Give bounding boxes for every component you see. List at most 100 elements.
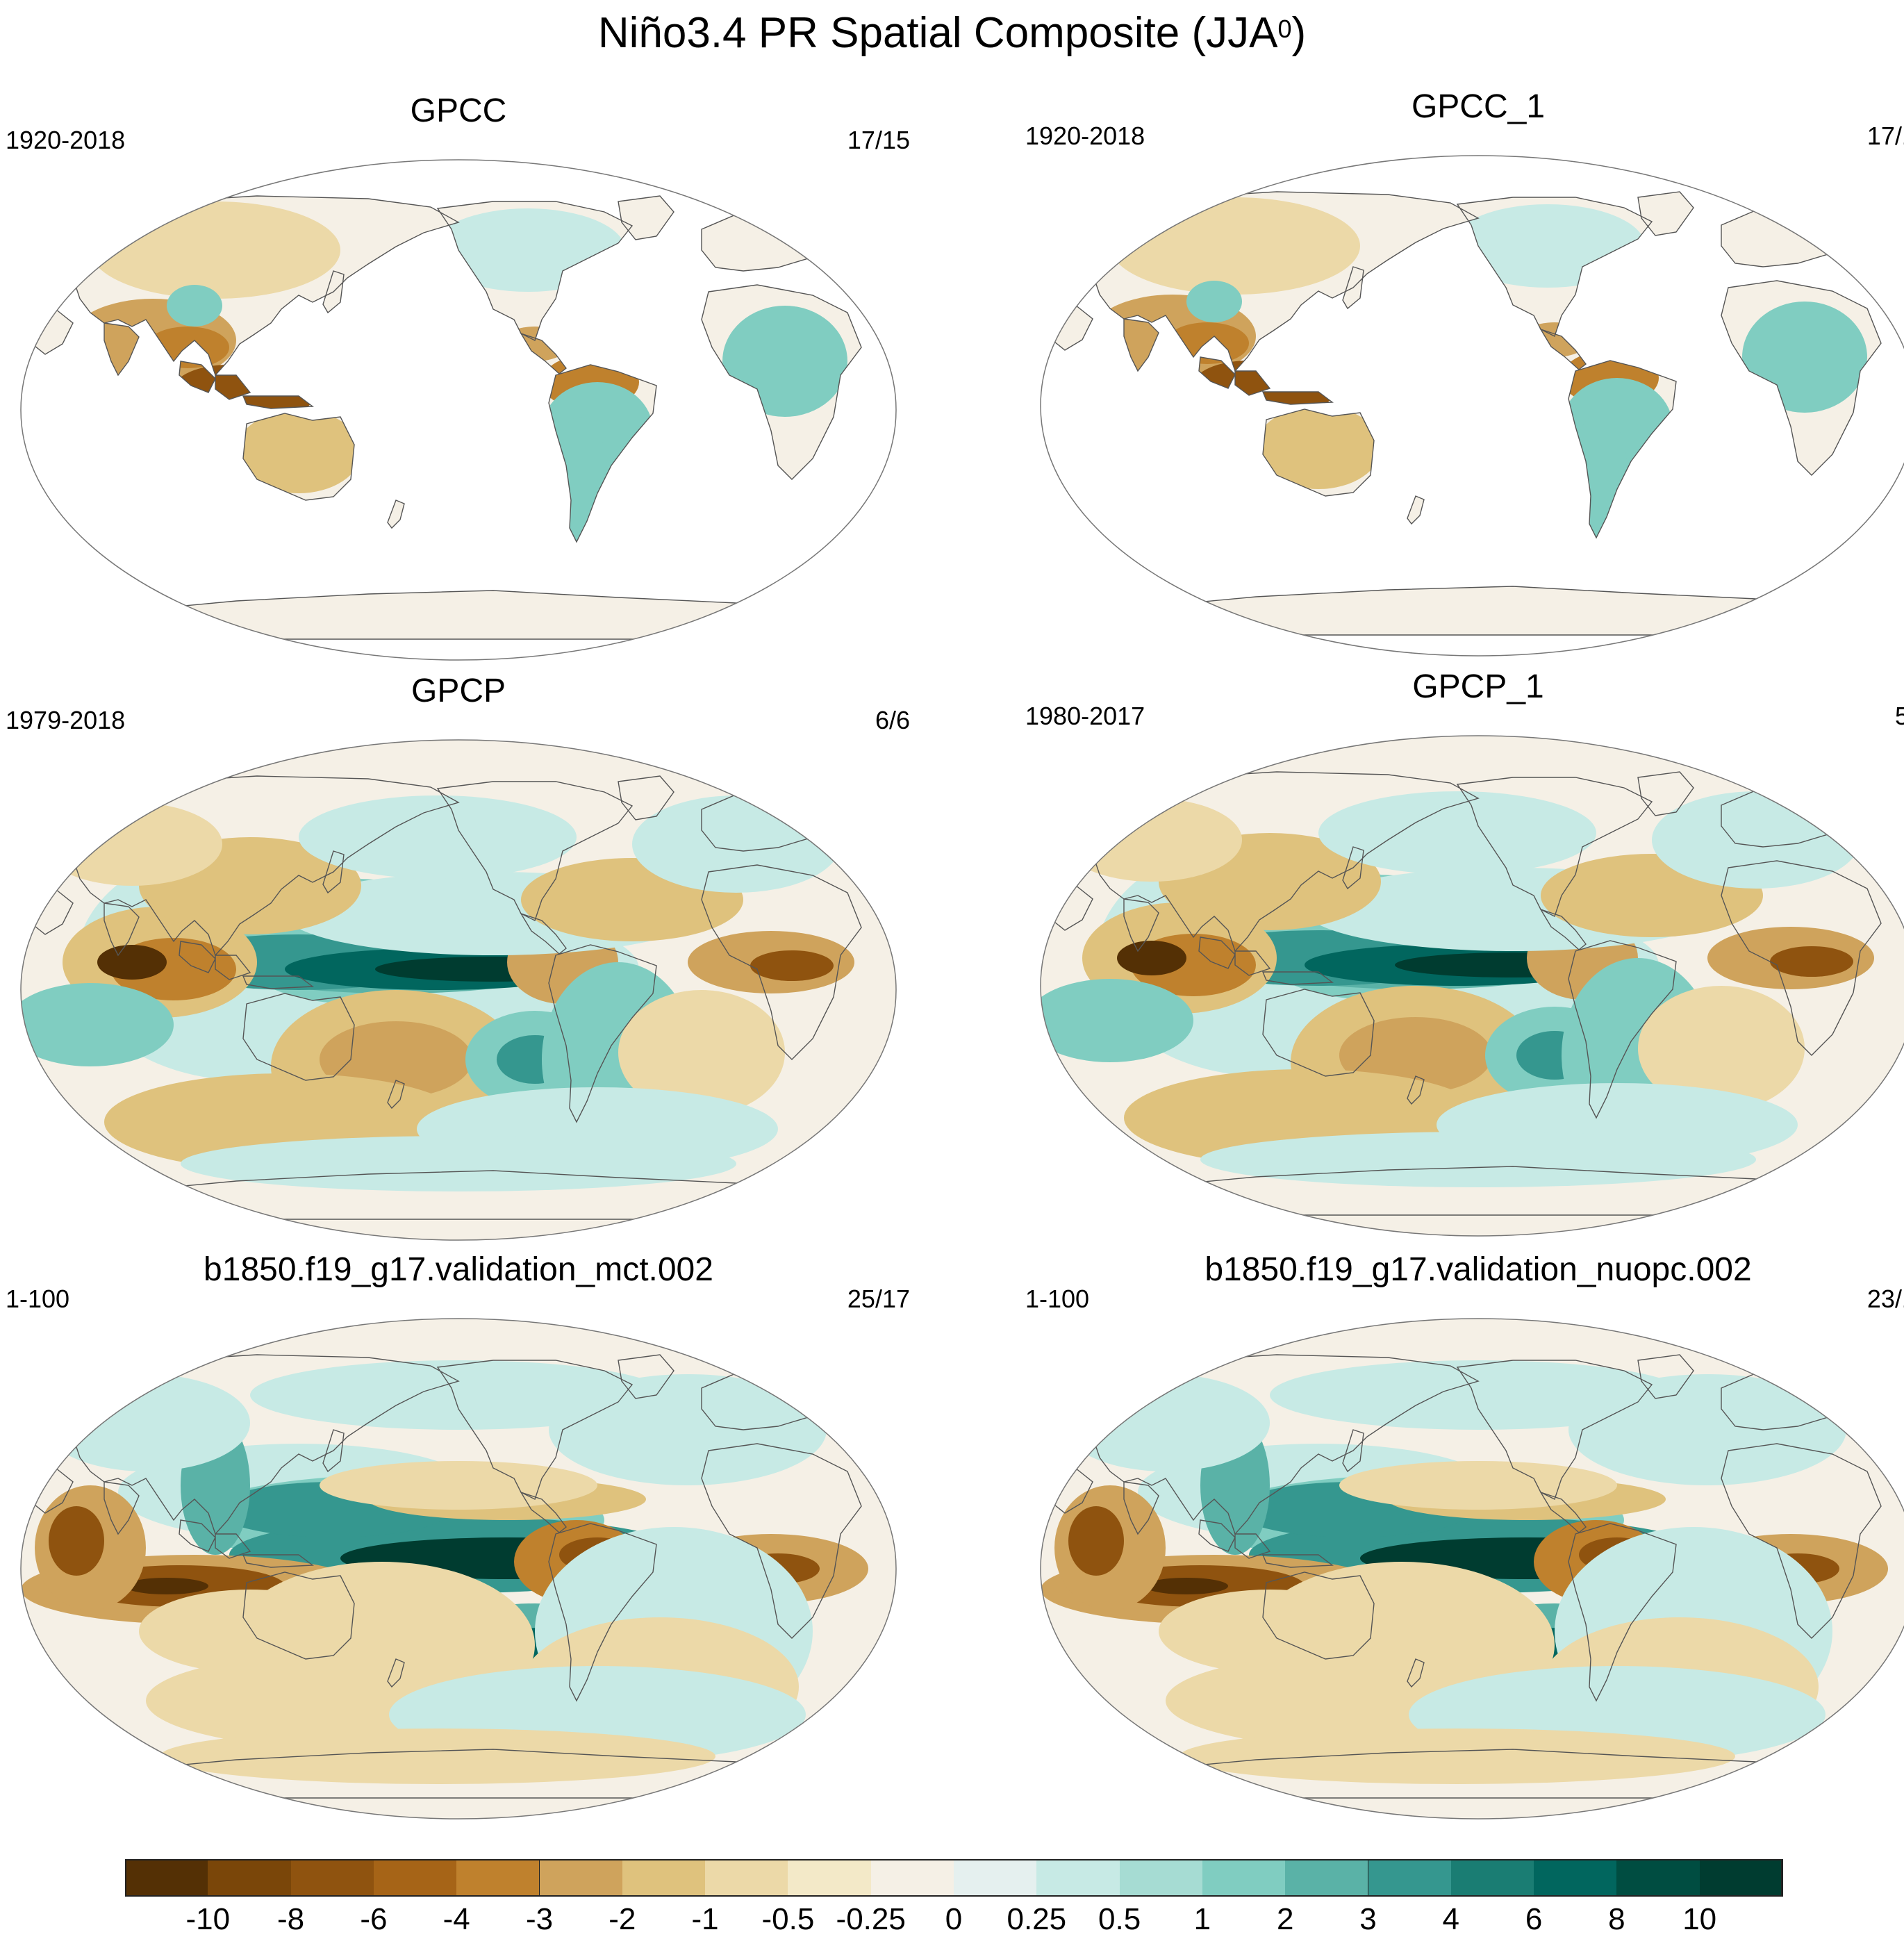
coastlines bbox=[1041, 191, 1882, 636]
coastline-samerica bbox=[548, 944, 657, 1123]
coastline-africa bbox=[701, 1443, 862, 1639]
dry-anomaly bbox=[320, 1461, 597, 1510]
colorbar-swatch bbox=[1450, 1859, 1535, 1897]
dry-anomaly bbox=[1061, 798, 1242, 882]
figure-title-close: ) bbox=[1291, 9, 1307, 57]
colorbar-swatch bbox=[1202, 1859, 1286, 1897]
wet-anomaly bbox=[250, 1360, 667, 1430]
panel-count: 6/6 bbox=[875, 706, 910, 734]
panel-count: 17/15 bbox=[1866, 122, 1904, 150]
colorbar-tick-label: 2 bbox=[1276, 1902, 1294, 1936]
colorbar-tick-label: 0.5 bbox=[1098, 1902, 1141, 1936]
panel-count: 17/15 bbox=[847, 126, 910, 154]
colorbar-tick-label: -2 bbox=[609, 1902, 636, 1936]
colorbar-tick-label: 8 bbox=[1608, 1902, 1625, 1936]
wet-anomaly bbox=[632, 795, 841, 893]
map-panel-gpcc-1: GPCC_1 1920-2018 17/15 bbox=[1025, 86, 1904, 670]
coastline-africa bbox=[701, 284, 862, 480]
coastline-camerica bbox=[520, 912, 567, 955]
wet-anomaly bbox=[1186, 281, 1242, 322]
wet-anomaly bbox=[181, 1136, 736, 1191]
coastline-greenland bbox=[618, 1354, 674, 1399]
figure-title-superscript: 0 bbox=[1277, 15, 1292, 43]
panel-title: GPCP_1 bbox=[1412, 668, 1544, 705]
colorbar-swatch bbox=[622, 1859, 706, 1897]
colorbar-swatch bbox=[1616, 1859, 1700, 1897]
colorbar-tick-label: -10 bbox=[185, 1902, 231, 1936]
panel-count: 5/6 bbox=[1894, 702, 1904, 730]
world-map bbox=[20, 739, 897, 1241]
dry-anomaly bbox=[139, 1590, 361, 1673]
colorbar-tick-label: -4 bbox=[442, 1902, 470, 1936]
dry-anomaly bbox=[1110, 197, 1360, 295]
dry-anomaly bbox=[1770, 946, 1853, 977]
map-border bbox=[1040, 1318, 1904, 1820]
coastline-namerica bbox=[436, 781, 634, 921]
colorbar-tick-label: 4 bbox=[1442, 1902, 1460, 1936]
wet-anomaly bbox=[1318, 791, 1596, 875]
coastline-indo bbox=[1198, 937, 1334, 985]
colorbar-tick-label: 6 bbox=[1525, 1902, 1543, 1936]
world-map bbox=[20, 1318, 897, 1820]
coastline-camerica bbox=[1539, 328, 1587, 370]
wet-anomaly bbox=[1270, 1360, 1687, 1430]
wet-anomaly bbox=[42, 1374, 250, 1471]
coastlines bbox=[21, 775, 862, 1220]
coastline-japan bbox=[322, 850, 345, 894]
wet-anomaly bbox=[21, 983, 174, 1066]
panel-years: 1920-2018 bbox=[1025, 122, 1145, 150]
landmass-nz bbox=[1407, 496, 1424, 524]
world-map bbox=[20, 159, 897, 661]
dry-anomaly bbox=[97, 945, 167, 980]
coastline-camerica bbox=[520, 1491, 567, 1533]
dry-anomaly bbox=[618, 990, 785, 1115]
coastline-asia bbox=[72, 1354, 460, 1535]
colorbar-tick-label: -3 bbox=[525, 1902, 554, 1936]
colorbar-tick-label: -6 bbox=[360, 1902, 388, 1936]
dry-anomaly bbox=[90, 201, 340, 299]
coastline-indo bbox=[179, 1519, 314, 1568]
coastline-antarctica bbox=[124, 1749, 827, 1799]
panel-count: 25/17 bbox=[847, 1285, 910, 1313]
world-map bbox=[1040, 1318, 1904, 1820]
precip-field bbox=[1041, 1360, 1888, 1784]
coastline-japan bbox=[1342, 1429, 1364, 1473]
dry-anomaly bbox=[750, 950, 834, 981]
precip-field bbox=[1041, 791, 1874, 1187]
colorbar-swatch bbox=[1699, 1859, 1783, 1897]
coastlines bbox=[21, 195, 862, 640]
coastline-samerica bbox=[548, 364, 657, 543]
colorbar-swatch bbox=[290, 1859, 374, 1897]
coastline-india bbox=[104, 322, 140, 377]
landmass-nz bbox=[388, 500, 404, 528]
panel-years: 1979-2018 bbox=[6, 706, 126, 734]
colorbar-tick-label: -1 bbox=[691, 1902, 719, 1936]
coastline-australia bbox=[242, 1571, 355, 1660]
world-map bbox=[1040, 155, 1904, 657]
panel-years: 1-100 bbox=[6, 1285, 70, 1313]
coastline-greenland bbox=[1637, 771, 1694, 816]
map-border bbox=[20, 1318, 897, 1820]
colorbar-tick-label: 0 bbox=[945, 1902, 963, 1936]
coastline-indo bbox=[1198, 356, 1334, 405]
coastline-greenland bbox=[618, 775, 674, 820]
dry-anomaly bbox=[1256, 406, 1381, 489]
colorbar bbox=[125, 1859, 1783, 1898]
colorbar-swatch bbox=[1036, 1859, 1120, 1897]
colorbar-swatch bbox=[456, 1859, 540, 1897]
map-border bbox=[20, 159, 897, 661]
panel-years: 1920-2018 bbox=[6, 126, 126, 154]
dry-anomaly bbox=[1159, 1590, 1381, 1673]
map-border bbox=[20, 739, 897, 1241]
colorbar-swatch bbox=[539, 1859, 623, 1897]
dry-anomaly bbox=[42, 802, 222, 886]
landmass-greenland bbox=[618, 196, 674, 240]
coastline-camerica bbox=[1539, 908, 1587, 950]
map-panel-gpcp: GPCP 1979-2018 6/6 bbox=[6, 670, 910, 1254]
colorbar-swatch bbox=[870, 1859, 954, 1897]
coastline-samerica bbox=[1568, 360, 1677, 539]
colorbar-tick-label: -8 bbox=[277, 1902, 305, 1936]
colorbar-swatch bbox=[125, 1859, 209, 1897]
world-map bbox=[1040, 735, 1904, 1237]
dry-anomaly bbox=[49, 1506, 104, 1576]
